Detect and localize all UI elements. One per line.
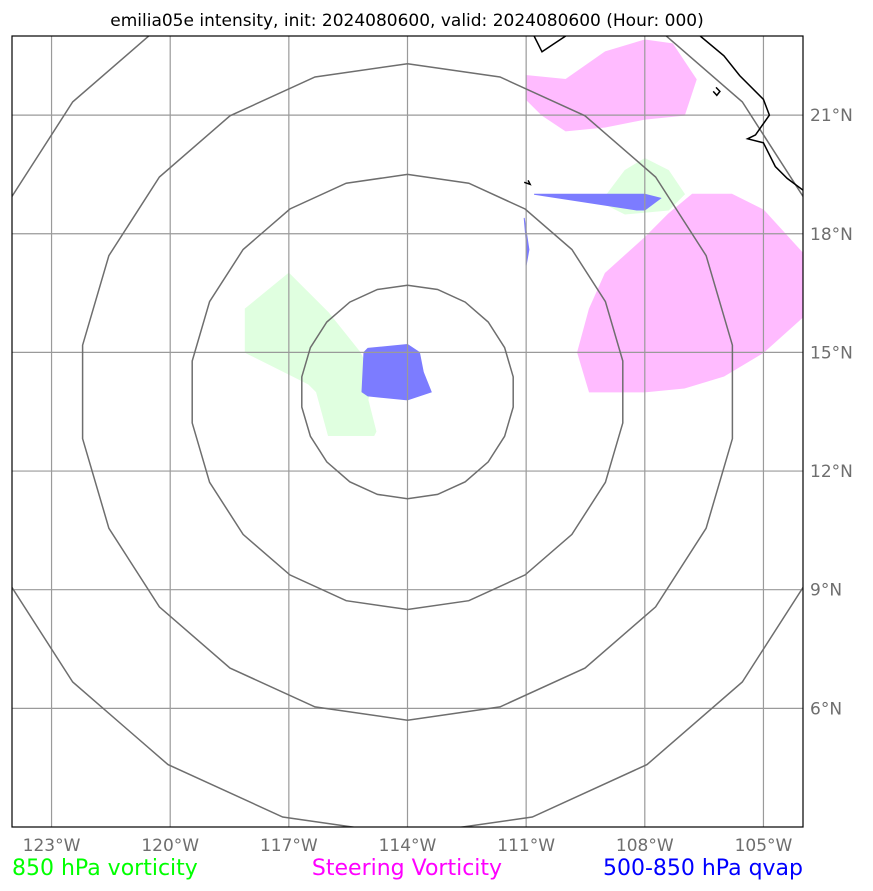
longitude-tick-label: 108°W bbox=[616, 836, 674, 856]
longitude-tick-label: 117°W bbox=[260, 836, 318, 856]
qvap-layer bbox=[361, 193, 662, 401]
range-ring bbox=[191, 173, 624, 611]
field-layers bbox=[244, 39, 803, 436]
range-ring bbox=[301, 284, 514, 500]
latitude-tick-label: 12°N bbox=[810, 462, 853, 482]
latitude-tick-label: 9°N bbox=[810, 581, 842, 601]
legend-850-vorticity: 850 hPa vorticity bbox=[12, 856, 198, 881]
longitude-tick-label: 114°W bbox=[379, 836, 437, 856]
longitude-tick-label: 120°W bbox=[141, 836, 199, 856]
coastline-segment bbox=[523, 180, 532, 186]
range-ring bbox=[81, 62, 734, 721]
longitude-tick-label: 105°W bbox=[735, 836, 793, 856]
qvap-area bbox=[534, 193, 662, 211]
longitude-tick-label: 123°W bbox=[23, 836, 81, 856]
range-ring bbox=[12, 36, 803, 827]
coastline-segment bbox=[699, 36, 803, 191]
map-title: emilia05e intensity, init: 2024080600, v… bbox=[110, 11, 704, 31]
qvap-area bbox=[361, 343, 432, 401]
latitude-tick-labels: 21°N 18°N 15°N 12°N 9°N 6°N bbox=[810, 106, 853, 719]
longitude-tick-label: 111°W bbox=[497, 836, 555, 856]
legend-qvap: 500-850 hPa qvap bbox=[603, 856, 803, 881]
latitude-tick-label: 18°N bbox=[810, 225, 853, 245]
coastline-segment bbox=[533, 36, 567, 53]
longitude-tick-labels: 123°W 120°W 117°W 114°W 111°W 108°W 105°W bbox=[23, 836, 793, 856]
range-rings bbox=[12, 36, 803, 827]
latitude-tick-label: 21°N bbox=[810, 106, 853, 126]
legend-steering-vorticity: Steering Vorticity bbox=[312, 856, 502, 881]
latitude-tick-label: 6°N bbox=[810, 699, 842, 719]
latitude-tick-label: 15°N bbox=[810, 343, 853, 363]
vorticity-850-area bbox=[244, 272, 377, 436]
coastline-segment bbox=[712, 86, 721, 97]
coastline bbox=[523, 36, 803, 191]
map-frame bbox=[11, 35, 804, 828]
